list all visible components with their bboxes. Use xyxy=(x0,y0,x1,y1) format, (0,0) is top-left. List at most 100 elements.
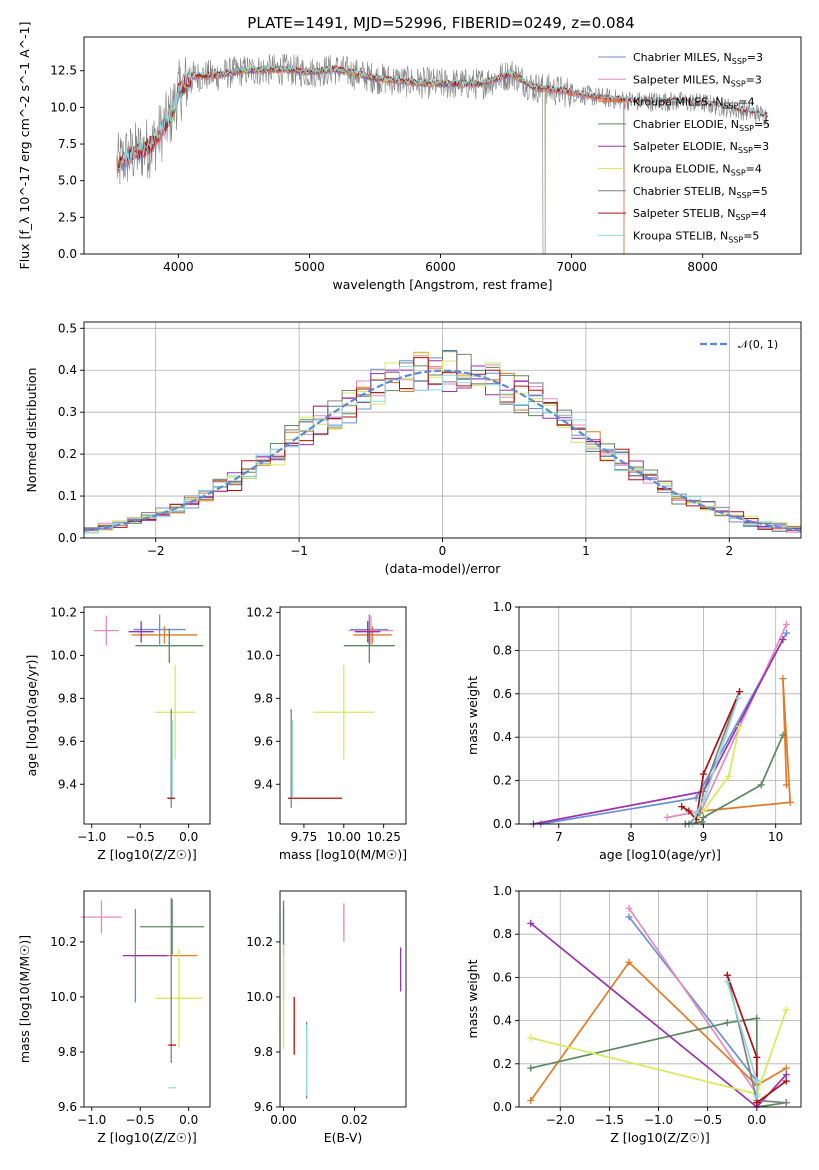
legend-entry: Chabrier ELODIE, NSSP=5 xyxy=(633,118,770,133)
data-point xyxy=(753,1077,761,1085)
legend-entry: Kroupa ELODIE, NSSP=4 xyxy=(633,163,762,178)
y-axis-label: age [log10(age/yr)] xyxy=(24,655,39,777)
x-tick-label: −1.0 xyxy=(77,1113,106,1127)
observed-spectrum xyxy=(116,53,769,254)
y-axis-label: mass weight xyxy=(465,959,480,1038)
data-point xyxy=(699,807,707,815)
y-tick-label: 10.0 xyxy=(50,100,77,114)
weight-vs-Z-panel xyxy=(519,890,801,1108)
x-tick-label: −1.0 xyxy=(77,830,106,844)
gaussian-curve xyxy=(84,369,801,532)
x-tick-label: −1.5 xyxy=(595,1113,624,1127)
x-tick-label: 10.25 xyxy=(366,830,400,844)
y-tick-label: 9.4 xyxy=(254,777,273,791)
y-tick-label: 10.0 xyxy=(246,648,273,662)
y-tick-label: 0.6 xyxy=(493,970,512,984)
x-tick-label: 0.0 xyxy=(179,1113,198,1127)
errorbar-kroupa-miles xyxy=(131,626,198,644)
x-tick-label: 7000 xyxy=(556,260,587,274)
data-point xyxy=(527,1034,535,1042)
y-tick-label: 10.0 xyxy=(50,990,77,1004)
axes-frame xyxy=(83,321,802,539)
model-spectrum-chabrier-elodie xyxy=(164,66,546,254)
y-tick-label: 10.2 xyxy=(246,605,273,619)
data-point xyxy=(779,636,787,644)
x-tick-label: −0.5 xyxy=(126,1113,155,1127)
data-point xyxy=(699,813,707,821)
errorbar-chabrier-miles xyxy=(133,614,186,645)
x-axis-label: wavelength [Angstrom, rest frame] xyxy=(332,277,552,292)
errorbar-salpeter-miles xyxy=(348,615,394,646)
y-tick-label: 0.6 xyxy=(493,687,512,701)
y-tick-label: 10.2 xyxy=(246,935,273,949)
errorbar-salpeter-elodie xyxy=(354,620,381,643)
model-spectrum-kroupa-stelib xyxy=(118,64,769,170)
axes-frame xyxy=(83,36,802,255)
data-point xyxy=(753,1092,761,1100)
y-tick-label: 9.6 xyxy=(58,1100,77,1114)
data-point xyxy=(783,781,791,789)
y-tick-label: 1.0 xyxy=(493,600,512,614)
y-tick-label: 10.0 xyxy=(246,990,273,1004)
x-tick-label: 9.75 xyxy=(291,830,318,844)
axes-frame xyxy=(83,606,211,825)
axes-frame xyxy=(83,890,211,1108)
y-tick-label: 12.5 xyxy=(50,64,77,78)
y-tick-label: 9.8 xyxy=(58,1045,77,1059)
data-point xyxy=(723,971,731,979)
errorbar-salpeter-miles xyxy=(93,615,119,646)
data-point xyxy=(725,772,733,780)
series-salpeter-stelib xyxy=(678,688,744,824)
data-point xyxy=(783,629,791,637)
y-tick-label: 0.0 xyxy=(58,531,77,545)
x-tick-label: 1 xyxy=(582,544,590,558)
data-point xyxy=(625,913,633,921)
data-point xyxy=(527,919,535,927)
x-tick-label: −2.0 xyxy=(546,1113,575,1127)
legend-entry: Kroupa MILES, NSSP=4 xyxy=(633,96,755,111)
x-tick-label: 0.02 xyxy=(341,1113,368,1127)
x-axis-label: E(B-V) xyxy=(324,1130,363,1145)
model-spectrum-kroupa-elodie xyxy=(164,65,546,254)
x-tick-label: 5000 xyxy=(294,260,325,274)
errorbar-salpeter-miles xyxy=(81,900,122,934)
x-tick-label: 0.00 xyxy=(270,1113,297,1127)
figure-title: PLATE=1491, MJD=52996, FIBERID=0249, z=0… xyxy=(247,14,634,32)
legend-entry: Salpeter STELIB, NSSP=4 xyxy=(633,207,767,222)
y-tick-label: 9.6 xyxy=(58,734,77,748)
x-tick-label: 7 xyxy=(555,830,563,844)
data-point xyxy=(753,1053,761,1061)
series-salpeter-elodie xyxy=(529,636,787,828)
data-point xyxy=(783,620,791,628)
y-tick-label: 7.5 xyxy=(58,137,77,151)
axes-frame xyxy=(518,890,802,1108)
y-tick-label: 9.8 xyxy=(254,1045,273,1059)
y-tick-label: 0.8 xyxy=(493,927,512,941)
y-tick-label: 0.8 xyxy=(493,643,512,657)
y-tick-label: 0.2 xyxy=(493,774,512,788)
y-tick-label: 9.8 xyxy=(254,691,273,705)
x-axis-label: mass [log10(M/M☉)] xyxy=(279,847,407,862)
x-tick-label: −0.5 xyxy=(126,830,155,844)
data-point xyxy=(678,803,686,811)
data-point xyxy=(723,978,731,986)
y-tick-label: 0.1 xyxy=(58,489,77,503)
y-tick-label: 10.0 xyxy=(50,648,77,662)
y-tick-label: 9.6 xyxy=(254,734,273,748)
y-tick-label: 1.0 xyxy=(493,884,512,898)
data-point xyxy=(779,731,787,739)
data-point xyxy=(782,1064,790,1072)
y-tick-label: 0.0 xyxy=(58,247,77,261)
data-point xyxy=(753,1099,761,1107)
legend-entry: Kroupa STELIB, NSSP=5 xyxy=(633,229,759,244)
x-axis-label: Z [log10(Z/Z☉)] xyxy=(97,1130,197,1145)
series-chabrier-miles xyxy=(625,913,761,1085)
y-axis-label: Normed distribution xyxy=(24,368,39,493)
y-tick-label: 9.6 xyxy=(254,1100,273,1114)
x-tick-label: 4000 xyxy=(163,260,194,274)
x-tick-label: −1.0 xyxy=(644,1113,673,1127)
y-tick-label: 0.4 xyxy=(493,1014,512,1028)
data-point xyxy=(692,809,700,817)
data-point xyxy=(723,1019,731,1027)
y-tick-label: 5.0 xyxy=(58,174,77,188)
